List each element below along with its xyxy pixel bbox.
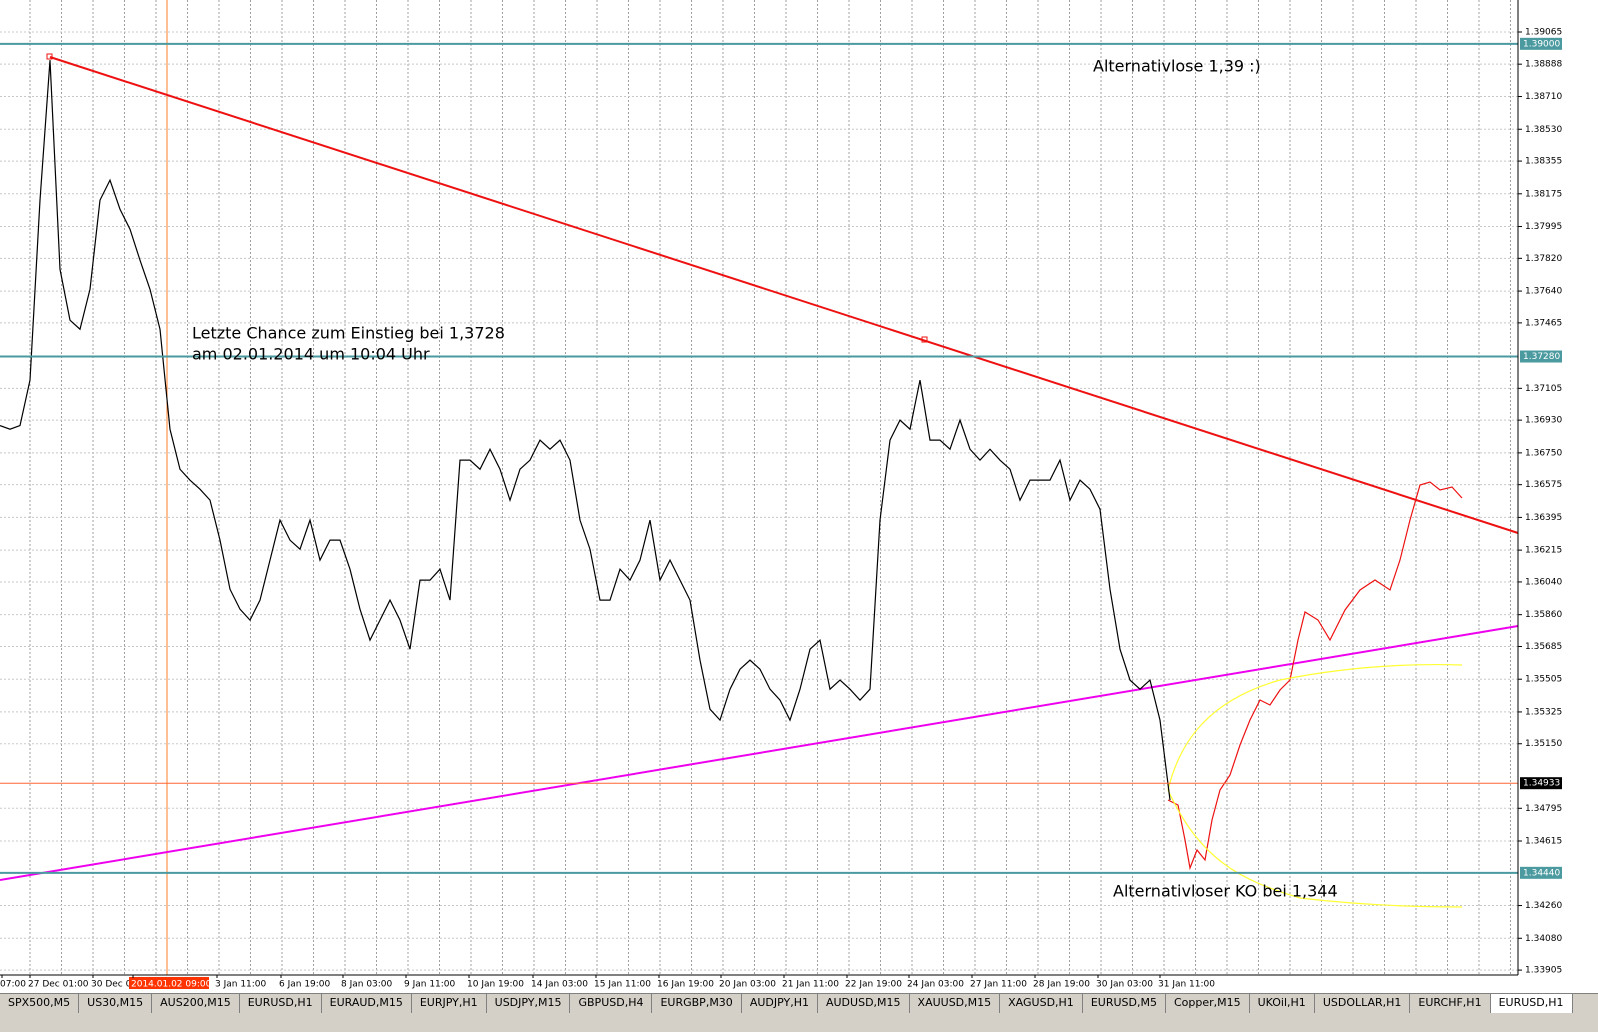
y-tick-label: 1.35325 [1525, 707, 1562, 717]
plot-area [0, 0, 1518, 975]
y-tick-label: 1.36040 [1525, 577, 1562, 587]
x-tick-label: 30 Jan 03:00 [1096, 980, 1153, 990]
x-tick-label: 31 Jan 11:00 [1158, 980, 1215, 990]
projection-upper [1167, 663, 1463, 791]
y-tick-label: 1.36215 [1525, 546, 1562, 556]
x-tick-label: 6 Jan 19:00 [279, 980, 331, 990]
x-tick-label: 10 Jan 19:00 [467, 980, 524, 990]
y-tick-label: 1.38710 [1525, 92, 1562, 102]
axis-labels: 1.39065 1.38888 1.38710 1.38530 1.38355 1.381… [0, 27, 1562, 989]
chart-tab[interactable]: AUS200,M15 [152, 994, 240, 1013]
y-tick-label: 1.36750 [1525, 448, 1562, 458]
x-tick-label: 3 Jan 11:00 [215, 980, 267, 990]
chart-tab[interactable]: UKOil,H1 [1250, 994, 1315, 1013]
x-tick-label: 07:00 [0, 980, 26, 990]
chart-tab[interactable]: USDOLLAR,H1 [1315, 994, 1411, 1013]
chart-tab[interactable]: AUDUSD,M15 [818, 994, 910, 1013]
chart-tab[interactable]: Copper,M15 [1166, 994, 1250, 1013]
x-tick-label: 24 Jan 03:00 [907, 980, 964, 990]
x-tick-label: 16 Jan 19:00 [657, 980, 714, 990]
time-highlight [129, 977, 209, 989]
annotation: Letzte Chance zum Einstieg bei 1,3728 [192, 324, 505, 343]
level-label: 1.37280 [1523, 352, 1560, 362]
y-tick-label: 1.39065 [1525, 27, 1562, 37]
y-tick-label: 1.38888 [1525, 60, 1562, 70]
current-price-label: 1.34933 [1523, 779, 1560, 789]
x-tick-label: 8 Jan 03:00 [341, 980, 393, 990]
y-tick-label: 1.38530 [1525, 125, 1562, 135]
y-tick-label: 1.34615 [1525, 837, 1562, 847]
current-price-box [1520, 777, 1562, 790]
y-tick-label: 1.38175 [1525, 189, 1562, 199]
x-tick-label: 20 Jan 03:00 [719, 980, 776, 990]
y-tick-label: 1.35505 [1525, 675, 1562, 685]
annotation: Alternativloser KO bei 1,344 [1113, 882, 1338, 901]
chart-tab[interactable]: AUDJPY,H1 [742, 994, 818, 1013]
x-tick-label: 28 Jan 19:00 [1033, 980, 1090, 990]
y-tick-label: 1.34795 [1525, 804, 1562, 814]
y-tick-label: 1.37995 [1525, 222, 1562, 232]
price-axis [1518, 0, 1598, 993]
projection-path [1167, 481, 1463, 871]
x-tick-label: 30 Dec 0 [91, 980, 132, 990]
x-tick-label: 9 Jan 11:00 [404, 980, 456, 990]
y-tick-label: 1.37105 [1525, 384, 1562, 394]
x-tick-label: 22 Jan 19:00 [845, 980, 902, 990]
y-tick-label: 1.37640 [1525, 287, 1562, 297]
level-label: 1.34440 [1523, 868, 1560, 878]
chart-tab[interactable]: EURUSD,H1 [1490, 994, 1573, 1013]
resistance-trendline [49, 56, 1519, 534]
x-tick-label: 27 Dec 01:00 [28, 980, 89, 990]
x-tick-label: 14 Jan 03:00 [531, 980, 588, 990]
chart-tab[interactable]: EURAUD,M15 [322, 994, 412, 1013]
y-tick-label: 1.36930 [1525, 416, 1562, 426]
support-trendline [0, 625, 1519, 881]
chart-tab[interactable]: US30,M15 [79, 994, 153, 1013]
chart-tab[interactable]: SPX500,M5 [0, 994, 80, 1013]
x-tick-label: 27 Jan 11:00 [970, 980, 1027, 990]
x-tick-label: 21 Jan 11:00 [782, 980, 839, 990]
y-tick-label: 1.37820 [1525, 254, 1562, 264]
chart-tab[interactable]: EURUSD,H1 [240, 994, 322, 1013]
level-label: 1.39000 [1523, 39, 1560, 49]
y-tick-label: 1.35150 [1525, 739, 1562, 749]
chart-tab[interactable]: USDJPY,M15 [487, 994, 571, 1013]
chart: 1.39065 1.38888 1.38710 1.38530 1.38355 1.381… [0, 0, 1598, 993]
grid [0, 0, 1518, 975]
x-tick-label: 15 Jan 11:00 [594, 980, 651, 990]
chart-tab[interactable]: XAGUSD,H1 [1000, 994, 1083, 1013]
chart-tab[interactable]: XAUUSD,M15 [910, 994, 1001, 1013]
chart-tab[interactable]: EURJPY,H1 [412, 994, 487, 1013]
level-label-box [1520, 866, 1562, 879]
y-tick-label: 1.38355 [1525, 157, 1562, 167]
x-tick-label: 2014.01.02 09:00 [131, 980, 212, 990]
y-tick-label: 1.36395 [1525, 513, 1562, 523]
tab-bar: SPX500,M5 US30,M15 AUS200,M15 EURUSD,H1 EURA… [0, 993, 1598, 1032]
marks [0, 42, 1518, 874]
level-label-box [1520, 37, 1562, 50]
trend-anchor [46, 53, 53, 60]
y-tick-label: 1.36575 [1525, 480, 1562, 490]
chart-tab[interactable]: EURGBP,M30 [652, 994, 742, 1013]
y-tick-label: 1.35685 [1525, 642, 1562, 652]
y-tick-label: 1.34080 [1525, 934, 1562, 944]
y-tick-label: 1.34260 [1525, 901, 1562, 911]
level-label-box [1520, 350, 1562, 363]
trend-anchor [921, 336, 928, 343]
chart-tab[interactable]: GBPUSD,H4 [570, 994, 653, 1013]
chart-tab[interactable]: EURUSD,M5 [1083, 994, 1166, 1013]
y-tick-label: 1.35860 [1525, 610, 1562, 620]
projection-lower [1167, 789, 1463, 908]
y-tick-label: 1.33905 [1525, 966, 1562, 976]
y-tick-label: 1.37465 [1525, 318, 1562, 328]
annotation: am 02.01.2014 um 10:04 Uhr [192, 345, 430, 364]
chart-tab[interactable]: EURCHF,H1 [1410, 994, 1491, 1013]
annotation: Alternativlose 1,39 :) [1093, 57, 1261, 76]
price-line [0, 60, 1171, 801]
